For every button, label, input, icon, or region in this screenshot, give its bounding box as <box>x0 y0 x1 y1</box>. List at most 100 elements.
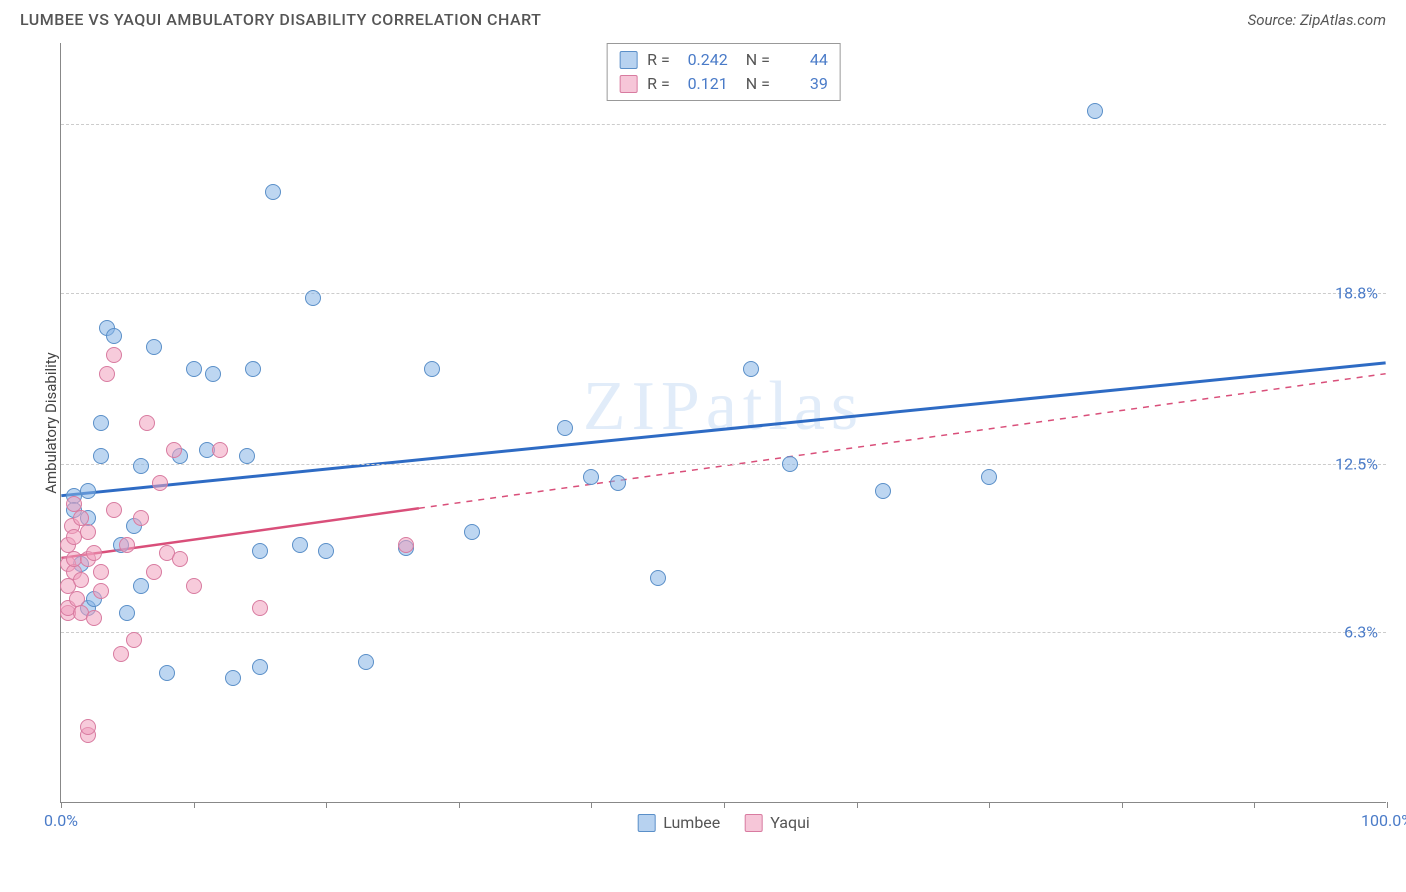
scatter-point <box>875 483 891 499</box>
legend-label: Yaqui <box>770 813 810 832</box>
chart-title: LUMBEE VS YAQUI AMBULATORY DISABILITY CO… <box>20 10 541 29</box>
legend-item: Yaqui <box>744 813 810 832</box>
scatter-point <box>93 415 109 431</box>
scatter-point <box>139 415 155 431</box>
scatter-point <box>424 361 440 377</box>
scatter-point <box>172 551 188 567</box>
scatter-point <box>86 610 102 626</box>
r-label: R = <box>647 48 670 72</box>
plot-area: Ambulatory Disability ZIPatlas R =0.242 … <box>60 43 1386 803</box>
scatter-point <box>133 458 149 474</box>
watermark: ZIPatlas <box>583 367 864 447</box>
gridline <box>61 632 1386 633</box>
scatter-point <box>1087 103 1103 119</box>
chart-header: LUMBEE VS YAQUI AMBULATORY DISABILITY CO… <box>0 0 1406 33</box>
scatter-point <box>743 361 759 377</box>
scatter-point <box>119 537 135 553</box>
x-tick <box>591 802 592 808</box>
n-label: N = <box>738 72 770 96</box>
scatter-point <box>119 605 135 621</box>
y-tick-label: 12.5% <box>1335 454 1378 473</box>
scatter-point <box>152 475 168 491</box>
scatter-point <box>981 469 997 485</box>
y-tick-label: 18.8% <box>1335 283 1378 302</box>
correlation-row: R = 0.242 N = 44 <box>619 48 828 72</box>
scatter-point <box>93 448 109 464</box>
scatter-point <box>252 543 268 559</box>
legend-item: Lumbee <box>637 813 720 832</box>
scatter-point <box>80 719 96 735</box>
scatter-point <box>133 578 149 594</box>
scatter-point <box>113 646 129 662</box>
n-value: 39 <box>780 72 828 96</box>
x-tick <box>857 802 858 808</box>
x-tick-label: 100.0% <box>1361 811 1406 830</box>
scatter-point <box>99 366 115 382</box>
x-tick <box>459 802 460 808</box>
scatter-point <box>464 524 480 540</box>
scatter-point <box>245 361 261 377</box>
scatter-point <box>398 537 414 553</box>
y-axis-label: Ambulatory Disability <box>42 352 60 494</box>
r-value: 0.121 <box>680 72 728 96</box>
x-tick <box>1122 802 1123 808</box>
scatter-point <box>86 545 102 561</box>
legend-label: Lumbee <box>663 813 720 832</box>
scatter-point <box>126 632 142 648</box>
scatter-point <box>159 665 175 681</box>
scatter-point <box>80 524 96 540</box>
trend-lines-svg <box>61 43 1386 802</box>
scatter-point <box>239 448 255 464</box>
legend-swatch <box>619 51 637 69</box>
scatter-point <box>166 442 182 458</box>
trend-line-dashed <box>419 374 1386 509</box>
scatter-point <box>73 572 89 588</box>
scatter-point <box>252 600 268 616</box>
scatter-point <box>205 366 221 382</box>
scatter-point <box>583 469 599 485</box>
scatter-point <box>93 583 109 599</box>
scatter-point <box>106 328 122 344</box>
scatter-point <box>146 564 162 580</box>
gridline <box>61 124 1386 125</box>
r-value: 0.242 <box>680 48 728 72</box>
n-value: 44 <box>780 48 828 72</box>
x-tick <box>326 802 327 808</box>
scatter-point <box>292 537 308 553</box>
x-tick <box>61 802 62 808</box>
n-label: N = <box>738 48 770 72</box>
correlation-row: R = 0.121 N = 39 <box>619 72 828 96</box>
scatter-point <box>133 510 149 526</box>
scatter-point <box>225 670 241 686</box>
scatter-point <box>80 483 96 499</box>
x-tick <box>724 802 725 808</box>
chart-source: Source: ZipAtlas.com <box>1248 11 1386 29</box>
scatter-point <box>650 570 666 586</box>
x-tick-label: 0.0% <box>44 811 78 830</box>
legend-swatch <box>637 814 655 832</box>
series-legend: Lumbee Yaqui <box>637 813 810 832</box>
scatter-point <box>305 290 321 306</box>
scatter-point <box>265 184 281 200</box>
r-label: R = <box>647 72 670 96</box>
chart-container: Ambulatory Disability ZIPatlas R = 0.242 … <box>20 33 1386 843</box>
trend-line-solid <box>61 363 1385 496</box>
scatter-point <box>212 442 228 458</box>
scatter-point <box>610 475 626 491</box>
scatter-point <box>358 654 374 670</box>
x-tick <box>989 802 990 808</box>
x-tick <box>194 802 195 808</box>
gridline <box>61 293 1386 294</box>
scatter-point <box>557 420 573 436</box>
gridline <box>61 464 1386 465</box>
scatter-point <box>93 564 109 580</box>
legend-swatch <box>744 814 762 832</box>
correlation-legend: R = 0.242 N = 44 R = 0.121 N = 39 <box>606 43 841 101</box>
scatter-point <box>186 578 202 594</box>
x-tick <box>1254 802 1255 808</box>
scatter-point <box>146 339 162 355</box>
y-tick-label: 6.3% <box>1344 623 1378 642</box>
scatter-point <box>186 361 202 377</box>
scatter-point <box>252 659 268 675</box>
scatter-point <box>318 543 334 559</box>
